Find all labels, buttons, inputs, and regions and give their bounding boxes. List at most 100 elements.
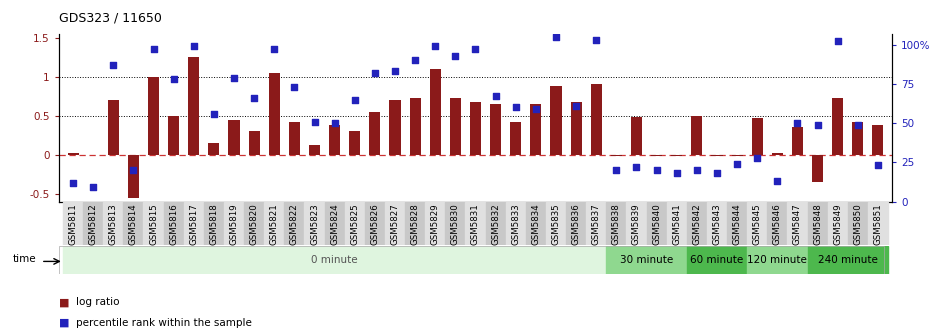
Point xyxy=(850,122,865,127)
Bar xyxy=(787,202,807,245)
Point xyxy=(246,95,262,101)
Bar xyxy=(83,202,104,245)
Text: GSM5850: GSM5850 xyxy=(853,203,863,245)
Text: GSM5836: GSM5836 xyxy=(572,203,581,245)
Bar xyxy=(228,120,240,155)
Bar xyxy=(807,202,827,245)
Point xyxy=(86,185,101,190)
Bar xyxy=(671,155,682,156)
Text: GSM5831: GSM5831 xyxy=(471,203,480,245)
Text: percentile rank within the sample: percentile rank within the sample xyxy=(76,318,252,328)
Bar xyxy=(344,202,365,245)
Point xyxy=(709,171,725,176)
Bar xyxy=(767,202,787,245)
Point xyxy=(186,43,202,49)
Point xyxy=(629,164,644,170)
Bar xyxy=(868,202,888,245)
Text: GSM5826: GSM5826 xyxy=(370,203,379,245)
Bar xyxy=(607,246,687,274)
Text: GSM5823: GSM5823 xyxy=(310,203,319,245)
Text: GSM5830: GSM5830 xyxy=(451,203,460,245)
Bar xyxy=(168,116,179,155)
Bar xyxy=(224,202,244,245)
Text: GSM5851: GSM5851 xyxy=(873,203,883,245)
Point xyxy=(448,53,463,58)
Text: GSM5843: GSM5843 xyxy=(712,203,722,245)
Text: GSM5812: GSM5812 xyxy=(88,203,98,245)
Point xyxy=(508,105,523,110)
Bar xyxy=(208,143,220,155)
Point xyxy=(528,106,543,112)
Bar xyxy=(711,155,723,156)
Bar xyxy=(104,202,124,245)
Bar xyxy=(812,155,824,182)
Bar xyxy=(390,100,400,155)
Text: GSM5848: GSM5848 xyxy=(813,203,822,245)
Text: GSM5813: GSM5813 xyxy=(108,203,118,245)
Text: GSM5846: GSM5846 xyxy=(773,203,782,245)
Text: GDS323 / 11650: GDS323 / 11650 xyxy=(59,12,162,25)
Text: GSM5849: GSM5849 xyxy=(833,203,843,245)
Bar xyxy=(465,202,486,245)
Bar xyxy=(631,117,642,155)
Bar xyxy=(751,118,763,155)
Point xyxy=(287,84,302,90)
Text: GSM5839: GSM5839 xyxy=(632,203,641,245)
Bar xyxy=(144,202,164,245)
Text: GSM5837: GSM5837 xyxy=(592,203,601,245)
Bar xyxy=(324,202,344,245)
Text: 0 minute: 0 minute xyxy=(311,255,358,265)
Point xyxy=(670,171,685,176)
Point xyxy=(307,119,322,124)
Text: ■: ■ xyxy=(59,297,69,307)
Bar xyxy=(571,101,582,155)
Bar xyxy=(747,246,807,274)
Bar xyxy=(651,155,662,156)
Text: GSM5833: GSM5833 xyxy=(512,203,520,245)
Text: GSM5840: GSM5840 xyxy=(652,203,661,245)
Point xyxy=(126,168,141,173)
Text: GSM5818: GSM5818 xyxy=(209,203,219,245)
Text: GSM5847: GSM5847 xyxy=(793,203,802,245)
Text: GSM5816: GSM5816 xyxy=(169,203,178,245)
Point xyxy=(468,47,483,52)
Text: 240 minute: 240 minute xyxy=(818,255,878,265)
Bar xyxy=(349,131,360,155)
Text: GSM5819: GSM5819 xyxy=(229,203,239,245)
Bar xyxy=(425,202,445,245)
Bar xyxy=(63,202,83,245)
Bar xyxy=(127,155,139,198)
Point xyxy=(790,120,805,126)
Bar xyxy=(63,246,607,274)
Text: GSM5842: GSM5842 xyxy=(692,203,701,245)
Bar xyxy=(847,202,868,245)
Point xyxy=(569,103,584,109)
Bar xyxy=(667,202,687,245)
Point xyxy=(408,57,423,63)
Text: GSM5844: GSM5844 xyxy=(732,203,742,245)
Bar xyxy=(68,153,79,155)
Bar xyxy=(470,101,481,155)
Bar xyxy=(284,202,304,245)
Point xyxy=(729,161,745,167)
Text: GSM5829: GSM5829 xyxy=(431,203,439,245)
Point xyxy=(327,120,342,126)
Bar xyxy=(289,122,300,155)
Bar xyxy=(566,202,586,245)
Bar xyxy=(832,98,844,155)
Bar xyxy=(687,202,707,245)
Point xyxy=(226,75,242,80)
Bar xyxy=(691,116,703,155)
Bar xyxy=(611,155,622,156)
Bar xyxy=(450,98,461,155)
Bar xyxy=(164,202,184,245)
Bar xyxy=(148,77,159,155)
Bar xyxy=(772,153,783,155)
Text: GSM5822: GSM5822 xyxy=(290,203,299,245)
Point xyxy=(266,47,281,52)
Text: GSM5825: GSM5825 xyxy=(350,203,359,245)
Bar xyxy=(591,84,602,155)
Bar xyxy=(827,202,847,245)
Text: GSM5821: GSM5821 xyxy=(270,203,279,245)
Bar xyxy=(204,202,224,245)
